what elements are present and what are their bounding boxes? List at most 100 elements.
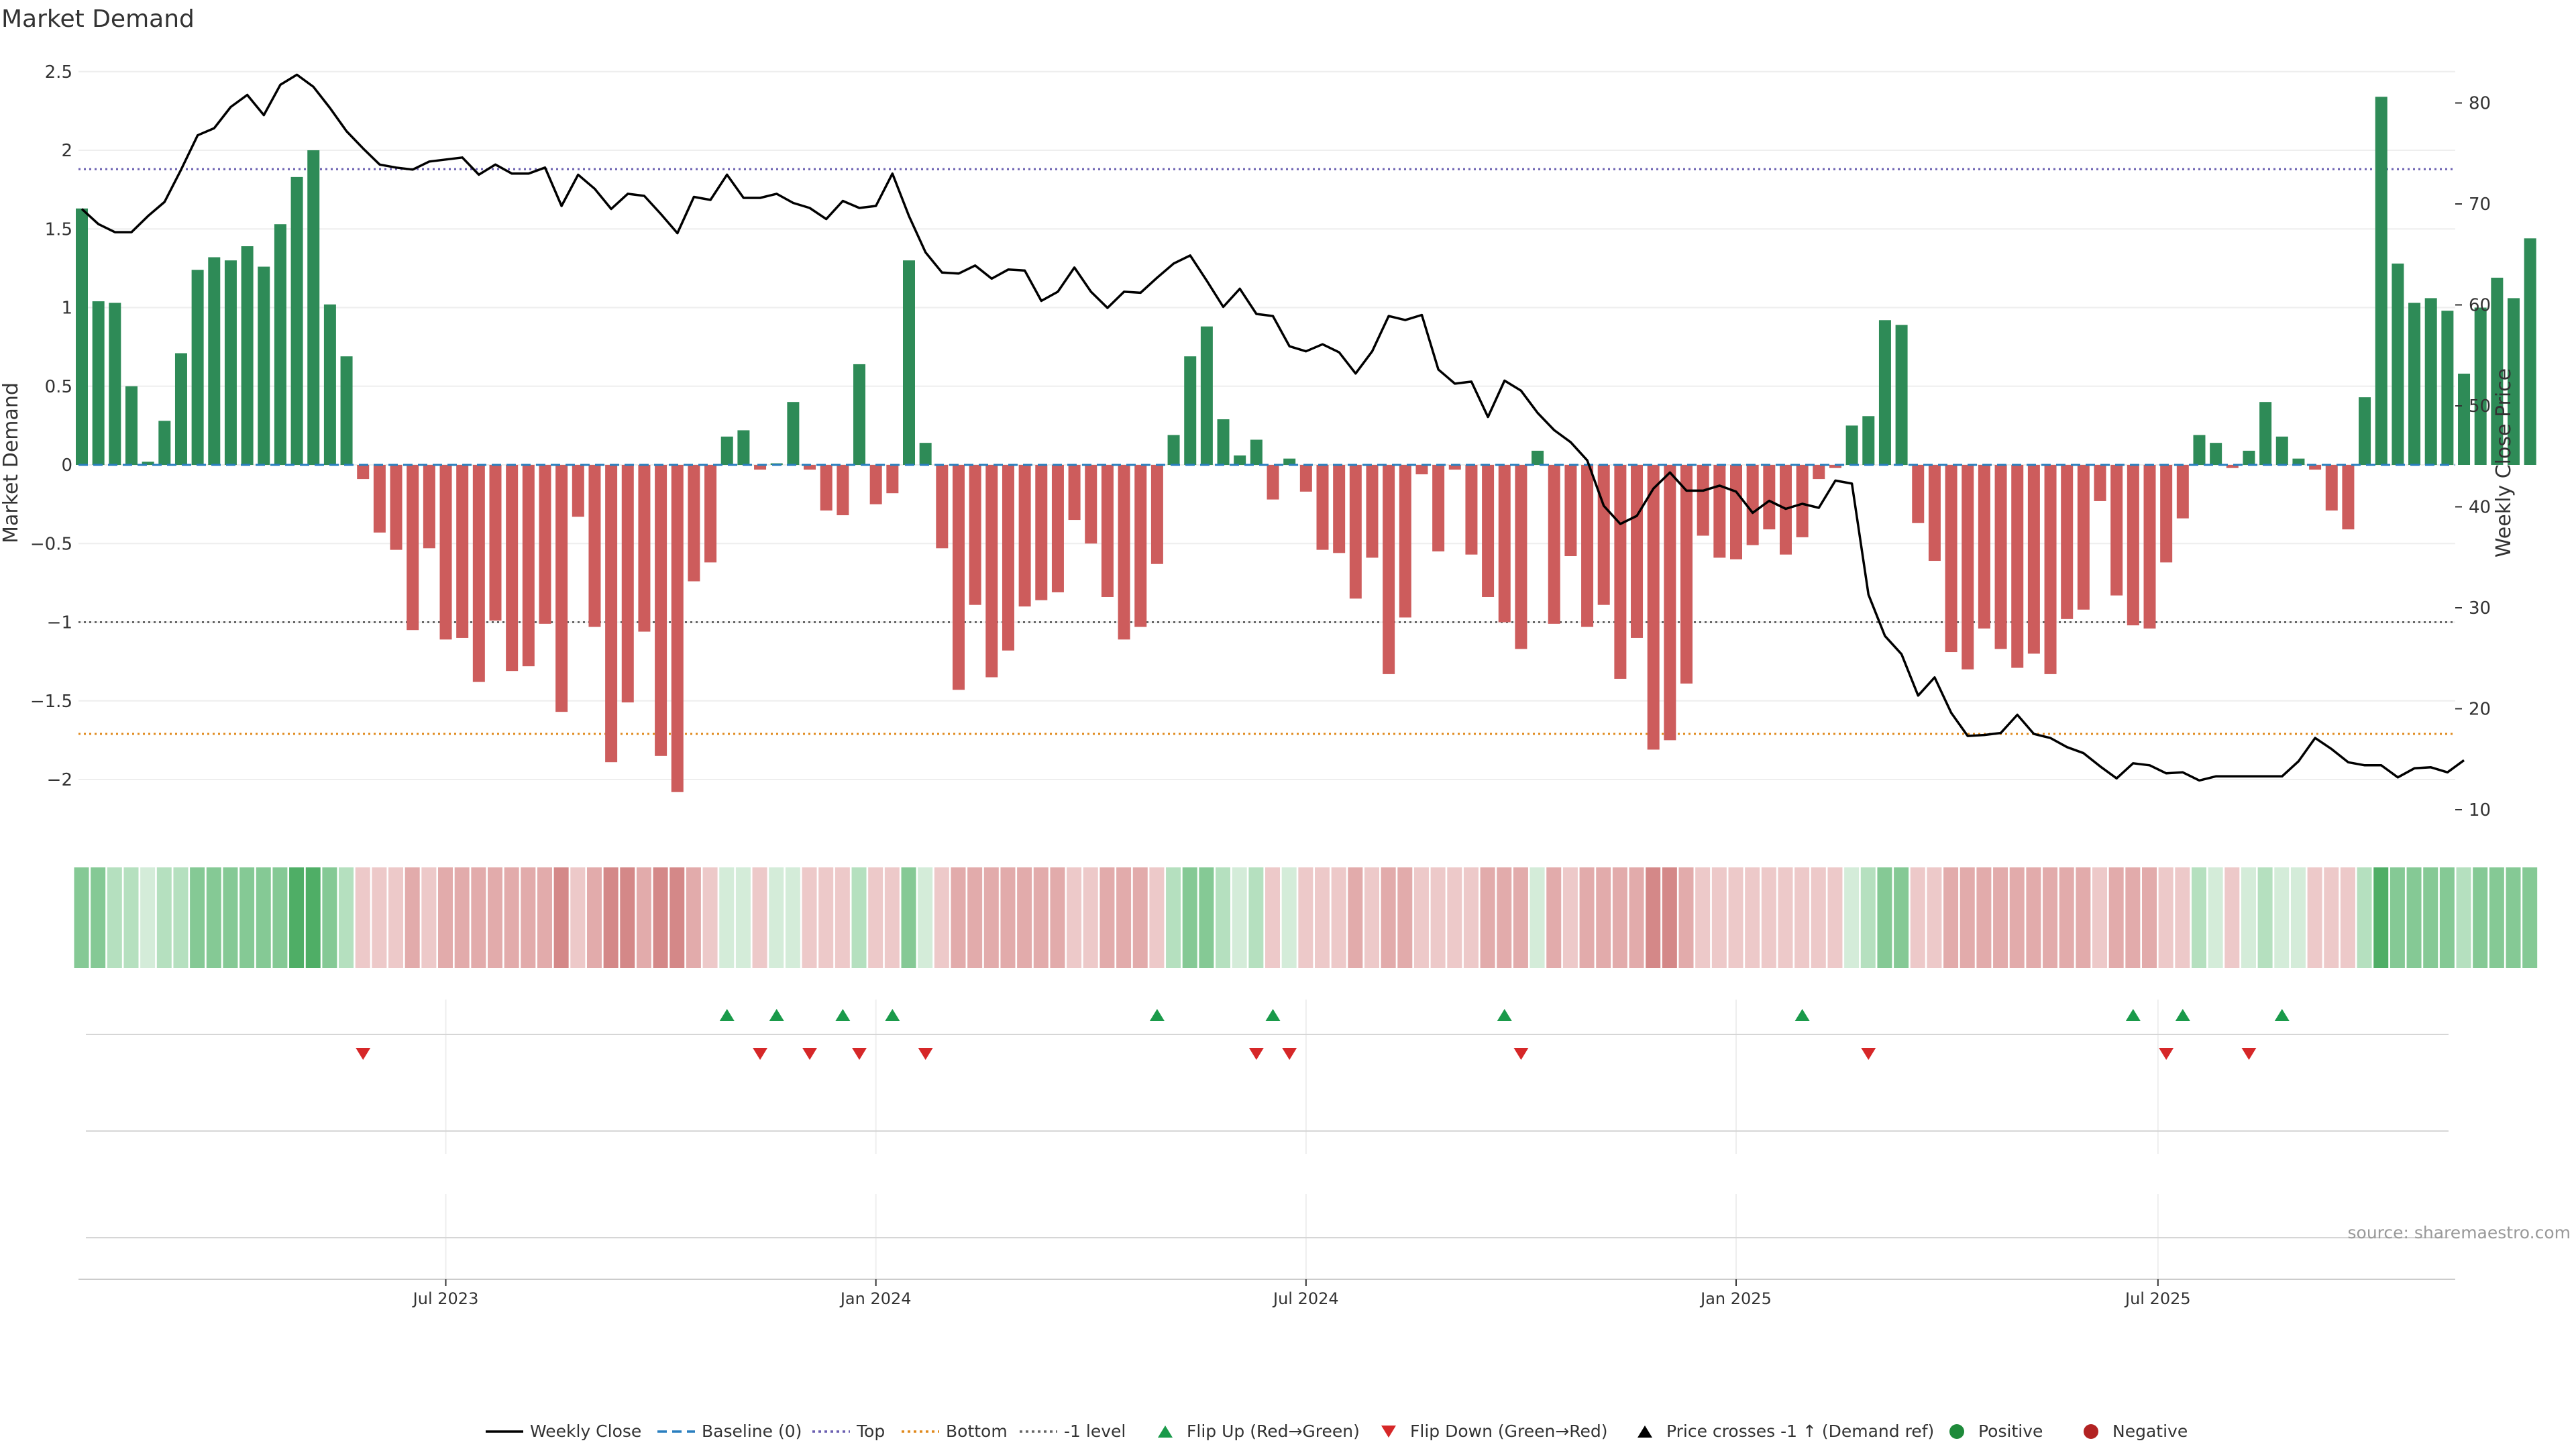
demand-bar — [2392, 263, 2404, 465]
demand-bar — [2491, 277, 2504, 465]
demand-bar — [1448, 465, 1461, 470]
strip-cell — [454, 867, 470, 968]
legend-label: Price crosses -1 ↑ (Demand ref) — [1666, 1421, 1934, 1441]
demand-bar — [2375, 97, 2387, 465]
demand-bar — [671, 465, 684, 792]
demand-bar — [1299, 465, 1312, 492]
demand-bar — [1118, 465, 1130, 640]
x-tick-label: Jan 2024 — [839, 1289, 912, 1308]
demand-bar — [1878, 320, 1891, 465]
x-tick-label: Jul 2024 — [1272, 1289, 1339, 1308]
y2-tick-label: 30 — [2469, 598, 2491, 619]
strip-cell — [2092, 867, 2108, 968]
legend-item: Flip Down (Green→Red) — [1381, 1421, 1608, 1441]
demand-bar — [1035, 465, 1048, 600]
demand-bar — [704, 465, 717, 563]
demand-bar — [2292, 458, 2305, 465]
strip-cell — [1745, 867, 1760, 968]
strip-cell — [206, 867, 221, 968]
strip-cell — [289, 867, 305, 968]
demand-bar — [2127, 465, 2139, 626]
strip-cell — [2307, 867, 2322, 968]
demand-bar — [1581, 465, 1594, 627]
flip-down-marker — [852, 1048, 867, 1060]
demand-bar — [1283, 458, 1296, 465]
strip-cell — [1050, 867, 1065, 968]
strip-cell — [1067, 867, 1082, 968]
demand-bar — [1415, 465, 1428, 475]
strip-cell — [2390, 867, 2405, 968]
strip-cell — [636, 867, 651, 968]
legend-swatch — [1638, 1426, 1652, 1438]
flip-down-marker — [2241, 1048, 2257, 1060]
x-axis: Jul 2023 Jan 2024 Jul 2024 Jan 2025 Jul 2025 — [78, 1279, 2455, 1308]
strip-cell — [256, 867, 271, 968]
strip-cell — [2108, 867, 2124, 968]
legend-label: Flip Down (Green→Red) — [1410, 1421, 1608, 1441]
strip-cell — [1894, 867, 1909, 968]
x-tick-label: Jan 2025 — [1699, 1289, 1772, 1308]
demand-bar — [1962, 465, 1974, 669]
demand-bar — [522, 465, 535, 667]
y2-tick-label: 70 — [2469, 195, 2491, 215]
strip-cell — [1546, 867, 1562, 968]
legend-label: Baseline (0) — [702, 1421, 802, 1441]
flip-up-marker — [1149, 1009, 1165, 1021]
legend-item: Price crosses -1 ↑ (Demand ref) — [1638, 1421, 1934, 1441]
demand-bar — [655, 465, 667, 756]
y-tick-label: 0.5 — [45, 377, 72, 397]
strip-cell — [1529, 867, 1545, 968]
demand-bar — [539, 465, 551, 624]
demand-bar — [555, 465, 568, 712]
demand-bar — [1234, 455, 1246, 465]
y2-tick-label: 50 — [2469, 396, 2491, 417]
demand-bar — [1994, 465, 2007, 649]
demand-bar — [2110, 465, 2123, 596]
demand-bar — [1895, 325, 1908, 465]
strip-cell — [140, 867, 156, 968]
demand-bar — [1366, 465, 1379, 558]
demand-bar — [1101, 465, 1114, 597]
demand-bar — [76, 208, 88, 465]
strip-cell — [1811, 867, 1826, 968]
strip-cell — [1033, 867, 1049, 968]
strip-cell — [1116, 867, 1132, 968]
demand-bar — [274, 224, 286, 465]
strip-cell — [2026, 867, 2041, 968]
demand-bar — [307, 150, 320, 465]
demand-bar — [258, 266, 270, 465]
demand-bar — [2077, 465, 2090, 610]
demand-bar — [2275, 436, 2288, 465]
demand-bar — [2508, 298, 2520, 465]
strip-cell — [586, 867, 602, 968]
y-tick-label: 2.5 — [45, 62, 72, 83]
strip-cell — [1166, 867, 1181, 968]
strip-cell — [1695, 867, 1711, 968]
strip-cell — [2224, 867, 2240, 968]
demand-bar — [1532, 450, 1544, 465]
flip-down-marker — [1513, 1048, 1529, 1060]
strip-cell — [123, 867, 139, 968]
demand-bar — [1813, 465, 1825, 480]
legend-item: Weekly Close — [486, 1421, 641, 1441]
strip-cell — [2175, 867, 2190, 968]
strip-cell — [1728, 867, 1743, 968]
demand-bar — [969, 465, 981, 605]
legend-label: Negative — [2112, 1421, 2188, 1441]
demand-bar — [621, 465, 634, 703]
legend-swatch — [1158, 1426, 1173, 1438]
demand-bar — [1515, 465, 1527, 649]
demand-bar — [489, 465, 502, 621]
strip-cell — [769, 867, 784, 968]
y2-tick-label: 10 — [2469, 800, 2491, 820]
strip-cell — [2208, 867, 2223, 968]
demand-bar — [720, 436, 733, 465]
strip-cell — [785, 867, 800, 968]
strip-cell — [603, 867, 619, 968]
legend-label: Positive — [1978, 1421, 2043, 1441]
demand-bar — [886, 465, 899, 494]
strip-cell — [1413, 867, 1429, 968]
strip-cell — [1827, 867, 1843, 968]
demand-bar — [1548, 465, 1560, 624]
y-tick-label: −1.5 — [30, 692, 72, 712]
